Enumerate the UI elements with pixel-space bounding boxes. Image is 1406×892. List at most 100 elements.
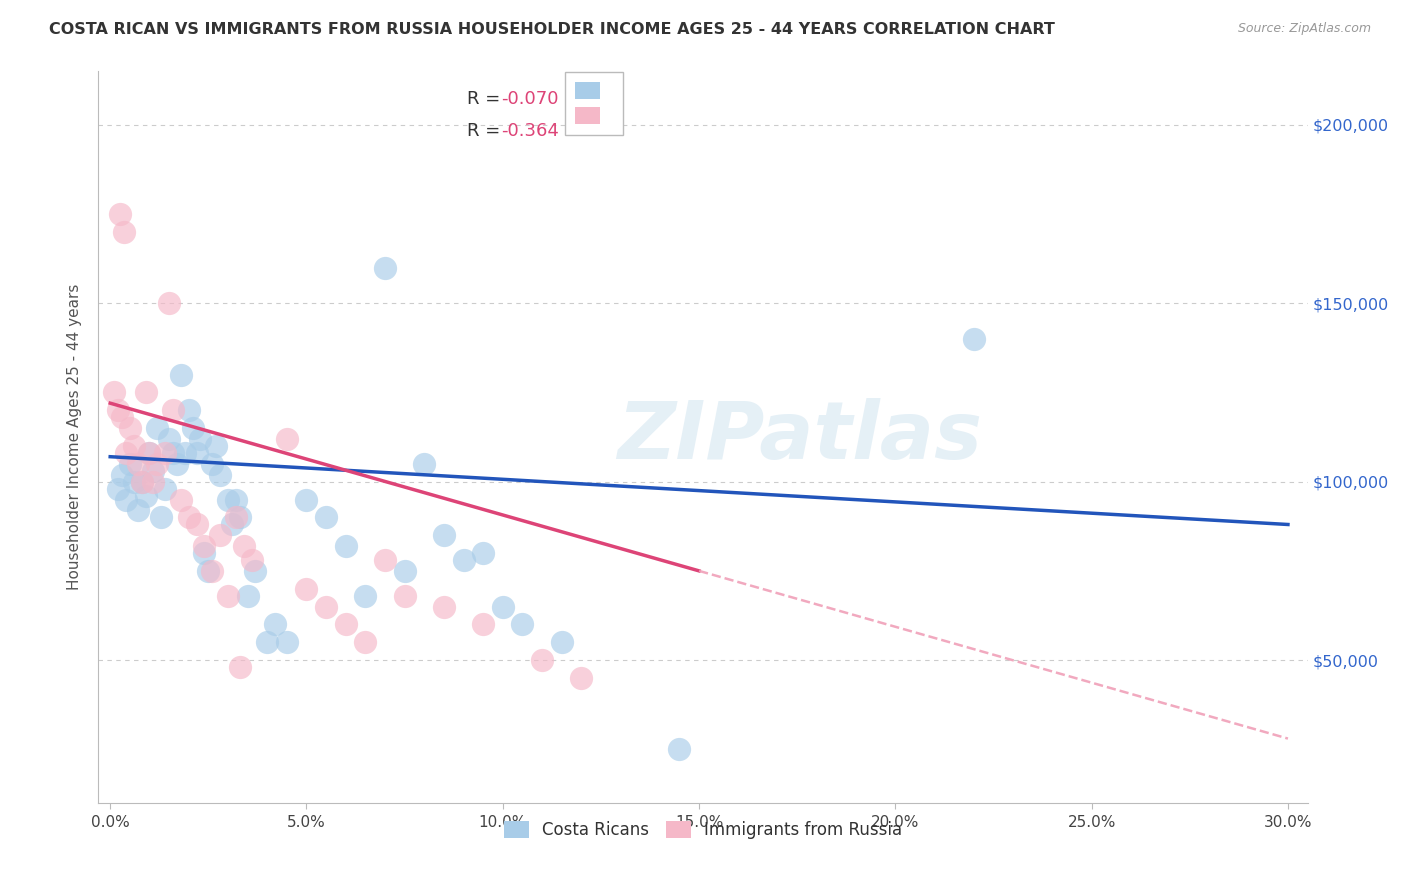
Point: [453, 553, 475, 567]
Point: [108, 207, 131, 221]
Point: [229, 660, 252, 674]
Text: ZIPatlas: ZIPatlas: [617, 398, 983, 476]
Point: [394, 564, 416, 578]
Point: [107, 482, 129, 496]
Point: [186, 517, 208, 532]
Point: [131, 475, 153, 489]
Point: [111, 410, 134, 425]
Point: [295, 492, 318, 507]
Point: [335, 539, 357, 553]
Point: [225, 492, 247, 507]
Point: [170, 368, 193, 382]
Point: [295, 582, 318, 596]
Point: [256, 635, 278, 649]
Y-axis label: Householder Income Ages 25 - 44 years: Householder Income Ages 25 - 44 years: [67, 284, 83, 591]
Point: [127, 503, 149, 517]
Point: [112, 225, 135, 239]
Point: [142, 475, 165, 489]
Point: [173, 446, 195, 460]
Point: [115, 492, 138, 507]
Point: [569, 671, 592, 685]
Point: [550, 635, 572, 649]
Point: [138, 446, 160, 460]
Point: [229, 510, 252, 524]
Point: [153, 446, 176, 460]
Point: [138, 446, 160, 460]
Text: 51: 51: [600, 90, 623, 108]
Text: -0.364: -0.364: [501, 121, 560, 140]
Point: [201, 457, 224, 471]
Text: R =: R =: [467, 90, 506, 108]
Point: [193, 539, 215, 553]
Point: [166, 457, 188, 471]
Text: R =: R =: [467, 121, 506, 140]
Point: [221, 517, 243, 532]
Point: [245, 564, 267, 578]
Point: [276, 432, 298, 446]
Point: [146, 421, 169, 435]
Point: [472, 546, 495, 560]
Point: [201, 564, 224, 578]
Legend: Costa Ricans, Immigrants from Russia: Costa Ricans, Immigrants from Russia: [498, 814, 908, 846]
Point: [225, 510, 247, 524]
Point: [146, 457, 169, 471]
Point: [197, 564, 219, 578]
Point: [374, 553, 396, 567]
Point: [135, 489, 157, 503]
Point: [240, 553, 263, 567]
Point: [153, 482, 176, 496]
Point: [111, 467, 134, 482]
Point: [157, 296, 180, 310]
Point: [413, 457, 436, 471]
Text: -0.070: -0.070: [501, 90, 558, 108]
Point: [264, 617, 287, 632]
Point: [162, 403, 184, 417]
Point: [122, 475, 145, 489]
Point: [394, 589, 416, 603]
Point: [668, 742, 690, 756]
Text: N =: N =: [555, 121, 607, 140]
Point: [186, 446, 208, 460]
Point: [115, 446, 138, 460]
Point: [177, 403, 200, 417]
Point: [354, 589, 377, 603]
Point: [335, 617, 357, 632]
Point: [103, 385, 125, 400]
Point: [963, 332, 986, 346]
Point: [118, 457, 141, 471]
Point: [142, 464, 165, 478]
Point: [531, 653, 554, 667]
Point: [374, 260, 396, 275]
Text: 39: 39: [600, 121, 623, 140]
Point: [354, 635, 377, 649]
Point: [205, 439, 228, 453]
Point: [150, 510, 173, 524]
Point: [209, 528, 232, 542]
Point: [492, 599, 515, 614]
Point: [107, 403, 129, 417]
Point: [276, 635, 298, 649]
Point: [236, 589, 259, 603]
Point: [181, 421, 204, 435]
Point: [131, 475, 153, 489]
Point: [162, 446, 184, 460]
Text: Source: ZipAtlas.com: Source: ZipAtlas.com: [1237, 22, 1371, 36]
Point: [232, 539, 254, 553]
Text: N =: N =: [555, 90, 607, 108]
Point: [135, 385, 157, 400]
Point: [217, 589, 239, 603]
Point: [157, 432, 180, 446]
Point: [118, 421, 141, 435]
Point: [315, 599, 337, 614]
Point: [193, 546, 215, 560]
Text: COSTA RICAN VS IMMIGRANTS FROM RUSSIA HOUSEHOLDER INCOME AGES 25 - 44 YEARS CORR: COSTA RICAN VS IMMIGRANTS FROM RUSSIA HO…: [49, 22, 1054, 37]
Point: [512, 617, 534, 632]
Point: [472, 617, 495, 632]
Point: [190, 432, 212, 446]
Point: [433, 528, 456, 542]
Point: [217, 492, 239, 507]
Point: [122, 439, 145, 453]
Point: [127, 457, 149, 471]
Point: [170, 492, 193, 507]
Point: [315, 510, 337, 524]
